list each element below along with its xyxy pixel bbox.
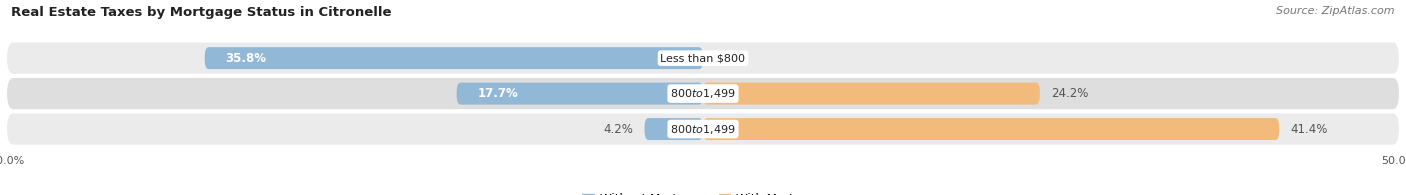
Text: 0.0%: 0.0%: [714, 52, 744, 65]
Text: 41.4%: 41.4%: [1291, 122, 1327, 136]
FancyBboxPatch shape: [7, 113, 1399, 145]
FancyBboxPatch shape: [703, 118, 1279, 140]
Text: 17.7%: 17.7%: [478, 87, 519, 100]
FancyBboxPatch shape: [703, 83, 1040, 105]
Legend: Without Mortgage, With Mortgage: Without Mortgage, With Mortgage: [578, 188, 828, 195]
FancyBboxPatch shape: [7, 78, 1399, 109]
Text: 4.2%: 4.2%: [603, 122, 633, 136]
Text: Real Estate Taxes by Mortgage Status in Citronelle: Real Estate Taxes by Mortgage Status in …: [11, 6, 392, 19]
Text: 35.8%: 35.8%: [225, 52, 267, 65]
FancyBboxPatch shape: [457, 83, 703, 105]
Text: Source: ZipAtlas.com: Source: ZipAtlas.com: [1277, 6, 1395, 16]
FancyBboxPatch shape: [644, 118, 703, 140]
FancyBboxPatch shape: [7, 43, 1399, 74]
FancyBboxPatch shape: [205, 47, 703, 69]
Text: $800 to $1,499: $800 to $1,499: [671, 87, 735, 100]
Text: 24.2%: 24.2%: [1052, 87, 1088, 100]
Text: $800 to $1,499: $800 to $1,499: [671, 122, 735, 136]
Text: Less than $800: Less than $800: [661, 53, 745, 63]
